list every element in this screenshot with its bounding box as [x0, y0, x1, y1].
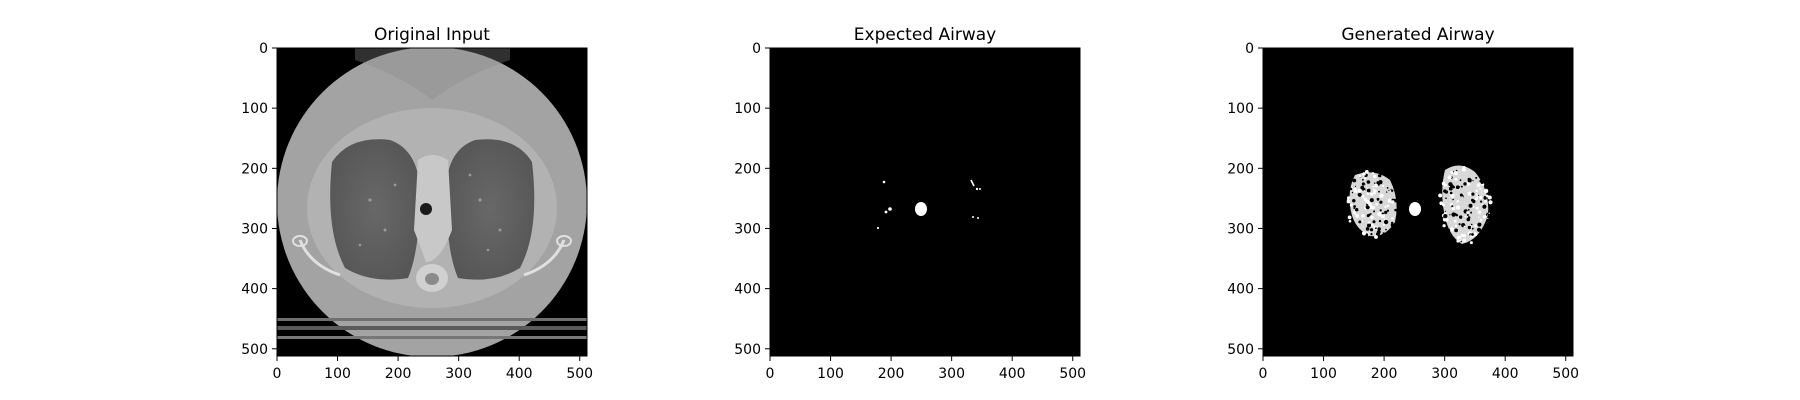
y-tick-label: 0: [752, 41, 761, 57]
y-tick-label: 300: [1227, 221, 1254, 237]
y-tick-label: 100: [1227, 101, 1254, 117]
x-axis: 0 100 200 300 400 500: [273, 356, 593, 382]
y-tick-label: 300: [241, 221, 268, 237]
x-tick-label: 400: [999, 366, 1026, 382]
x-tick-label: 400: [1492, 366, 1519, 382]
panel-title: Original Input: [374, 25, 490, 45]
x-tick-label: 0: [1259, 366, 1268, 382]
axes-frame: [276, 47, 588, 357]
x-tick-label: 100: [1310, 366, 1337, 382]
x-axis: 0 100 200 300 400 500: [766, 356, 1086, 382]
panel-original: Original Input: [241, 25, 593, 382]
y-axis: 0 100 200 300 400 500: [241, 41, 277, 358]
y-tick-label: 400: [241, 282, 268, 298]
generated-airway-mask: [1263, 48, 1573, 356]
x-axis: 0 100 200 300 400 500: [1259, 356, 1579, 382]
y-tick-label: 300: [734, 221, 761, 237]
x-tick-label: 300: [1431, 366, 1458, 382]
x-tick-label: 500: [1552, 366, 1579, 382]
axes-frame: [1262, 47, 1574, 357]
x-tick-label: 0: [766, 366, 775, 382]
y-tick-label: 400: [1227, 282, 1254, 298]
x-tick-label: 100: [817, 366, 844, 382]
panel-expected: Expected Airway 0 100 200 300 400 500 0 100 200…: [734, 25, 1086, 382]
x-tick-label: 0: [273, 366, 282, 382]
y-axis: 0 100 200 300 400 500: [734, 41, 770, 358]
ct-scan-image: [277, 48, 587, 356]
y-tick-label: 200: [734, 161, 761, 177]
x-tick-label: 400: [506, 366, 533, 382]
y-tick-label: 500: [1227, 342, 1254, 358]
y-tick-label: 200: [241, 161, 268, 177]
axes-frame: [769, 47, 1081, 357]
y-tick-label: 400: [734, 282, 761, 298]
y-tick-label: 0: [259, 41, 268, 57]
y-tick-label: 200: [1227, 161, 1254, 177]
x-tick-label: 200: [385, 366, 412, 382]
x-tick-label: 200: [878, 366, 905, 382]
noise-speckles: [1345, 166, 1493, 245]
y-tick-label: 500: [241, 342, 268, 358]
x-tick-label: 500: [566, 366, 593, 382]
y-tick-label: 0: [1245, 41, 1254, 57]
x-tick-label: 200: [1371, 366, 1398, 382]
y-tick-label: 100: [241, 101, 268, 117]
y-axis: 0 100 200 300 400 500: [1227, 41, 1263, 358]
x-tick-label: 500: [1059, 366, 1086, 382]
x-tick-label: 300: [938, 366, 965, 382]
expected-airway-mask: [770, 48, 1080, 356]
panel-generated: Generated Airway 0 100 200 300 400 500 0 100 20…: [1227, 25, 1579, 382]
panel-title: Expected Airway: [854, 25, 996, 45]
x-tick-label: 300: [445, 366, 472, 382]
panel-title: Generated Airway: [1341, 25, 1494, 45]
x-tick-label: 100: [324, 366, 351, 382]
y-tick-label: 500: [734, 342, 761, 358]
y-tick-label: 100: [734, 101, 761, 117]
